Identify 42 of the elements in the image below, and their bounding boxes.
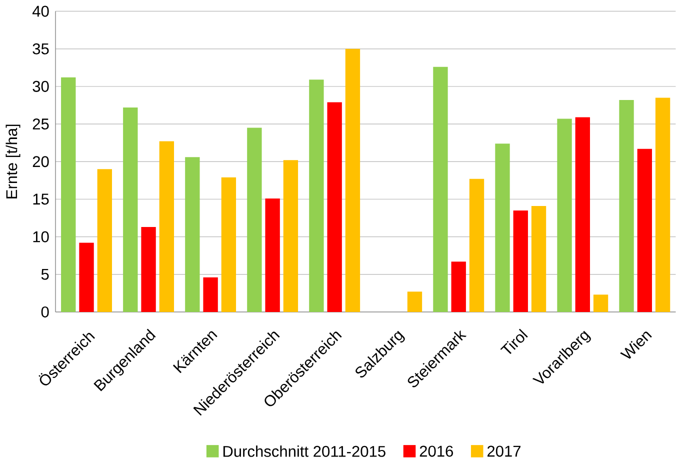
bar — [283, 160, 298, 312]
y-tick-label: 10 — [33, 231, 49, 242]
bar — [221, 177, 236, 312]
bar — [309, 80, 324, 312]
legend-label: 2016 — [420, 446, 453, 457]
bar — [345, 48, 360, 312]
x-tick-label: Tirol — [500, 328, 528, 354]
bar — [619, 100, 634, 312]
bar — [495, 143, 510, 312]
y-tick-label: 30 — [32, 80, 49, 92]
bar — [159, 141, 174, 312]
bar — [557, 118, 572, 312]
bar — [637, 148, 652, 312]
bar — [123, 107, 138, 312]
y-tick-label: 0 — [41, 306, 49, 318]
y-tick-label: 35 — [32, 43, 49, 54]
bar — [265, 198, 280, 312]
bar — [575, 117, 590, 312]
bar — [513, 210, 528, 312]
bar — [433, 66, 448, 312]
y-tick-label: 20 — [32, 156, 49, 167]
legend-label: 2017 — [487, 446, 520, 457]
legend-label: Durchschnitt 2011-2015 — [223, 445, 386, 457]
bar — [531, 206, 546, 312]
bar — [655, 98, 670, 312]
y-tick-label: 25 — [32, 118, 49, 130]
y-tick-label: 15 — [33, 194, 49, 204]
bar — [247, 128, 262, 312]
y-axis-title: Ernte [t/ha] — [6, 124, 20, 198]
y-tick-label: 5 — [41, 268, 49, 280]
bar — [79, 242, 94, 312]
bar — [407, 292, 422, 312]
bar — [593, 294, 608, 312]
bar — [61, 77, 76, 312]
bar — [185, 156, 200, 312]
bar — [327, 102, 342, 312]
y-tick-label: 40 — [32, 6, 49, 17]
bar — [141, 226, 156, 312]
bar — [451, 261, 466, 312]
bar — [203, 277, 218, 312]
bar — [97, 169, 112, 312]
bar — [469, 178, 484, 312]
